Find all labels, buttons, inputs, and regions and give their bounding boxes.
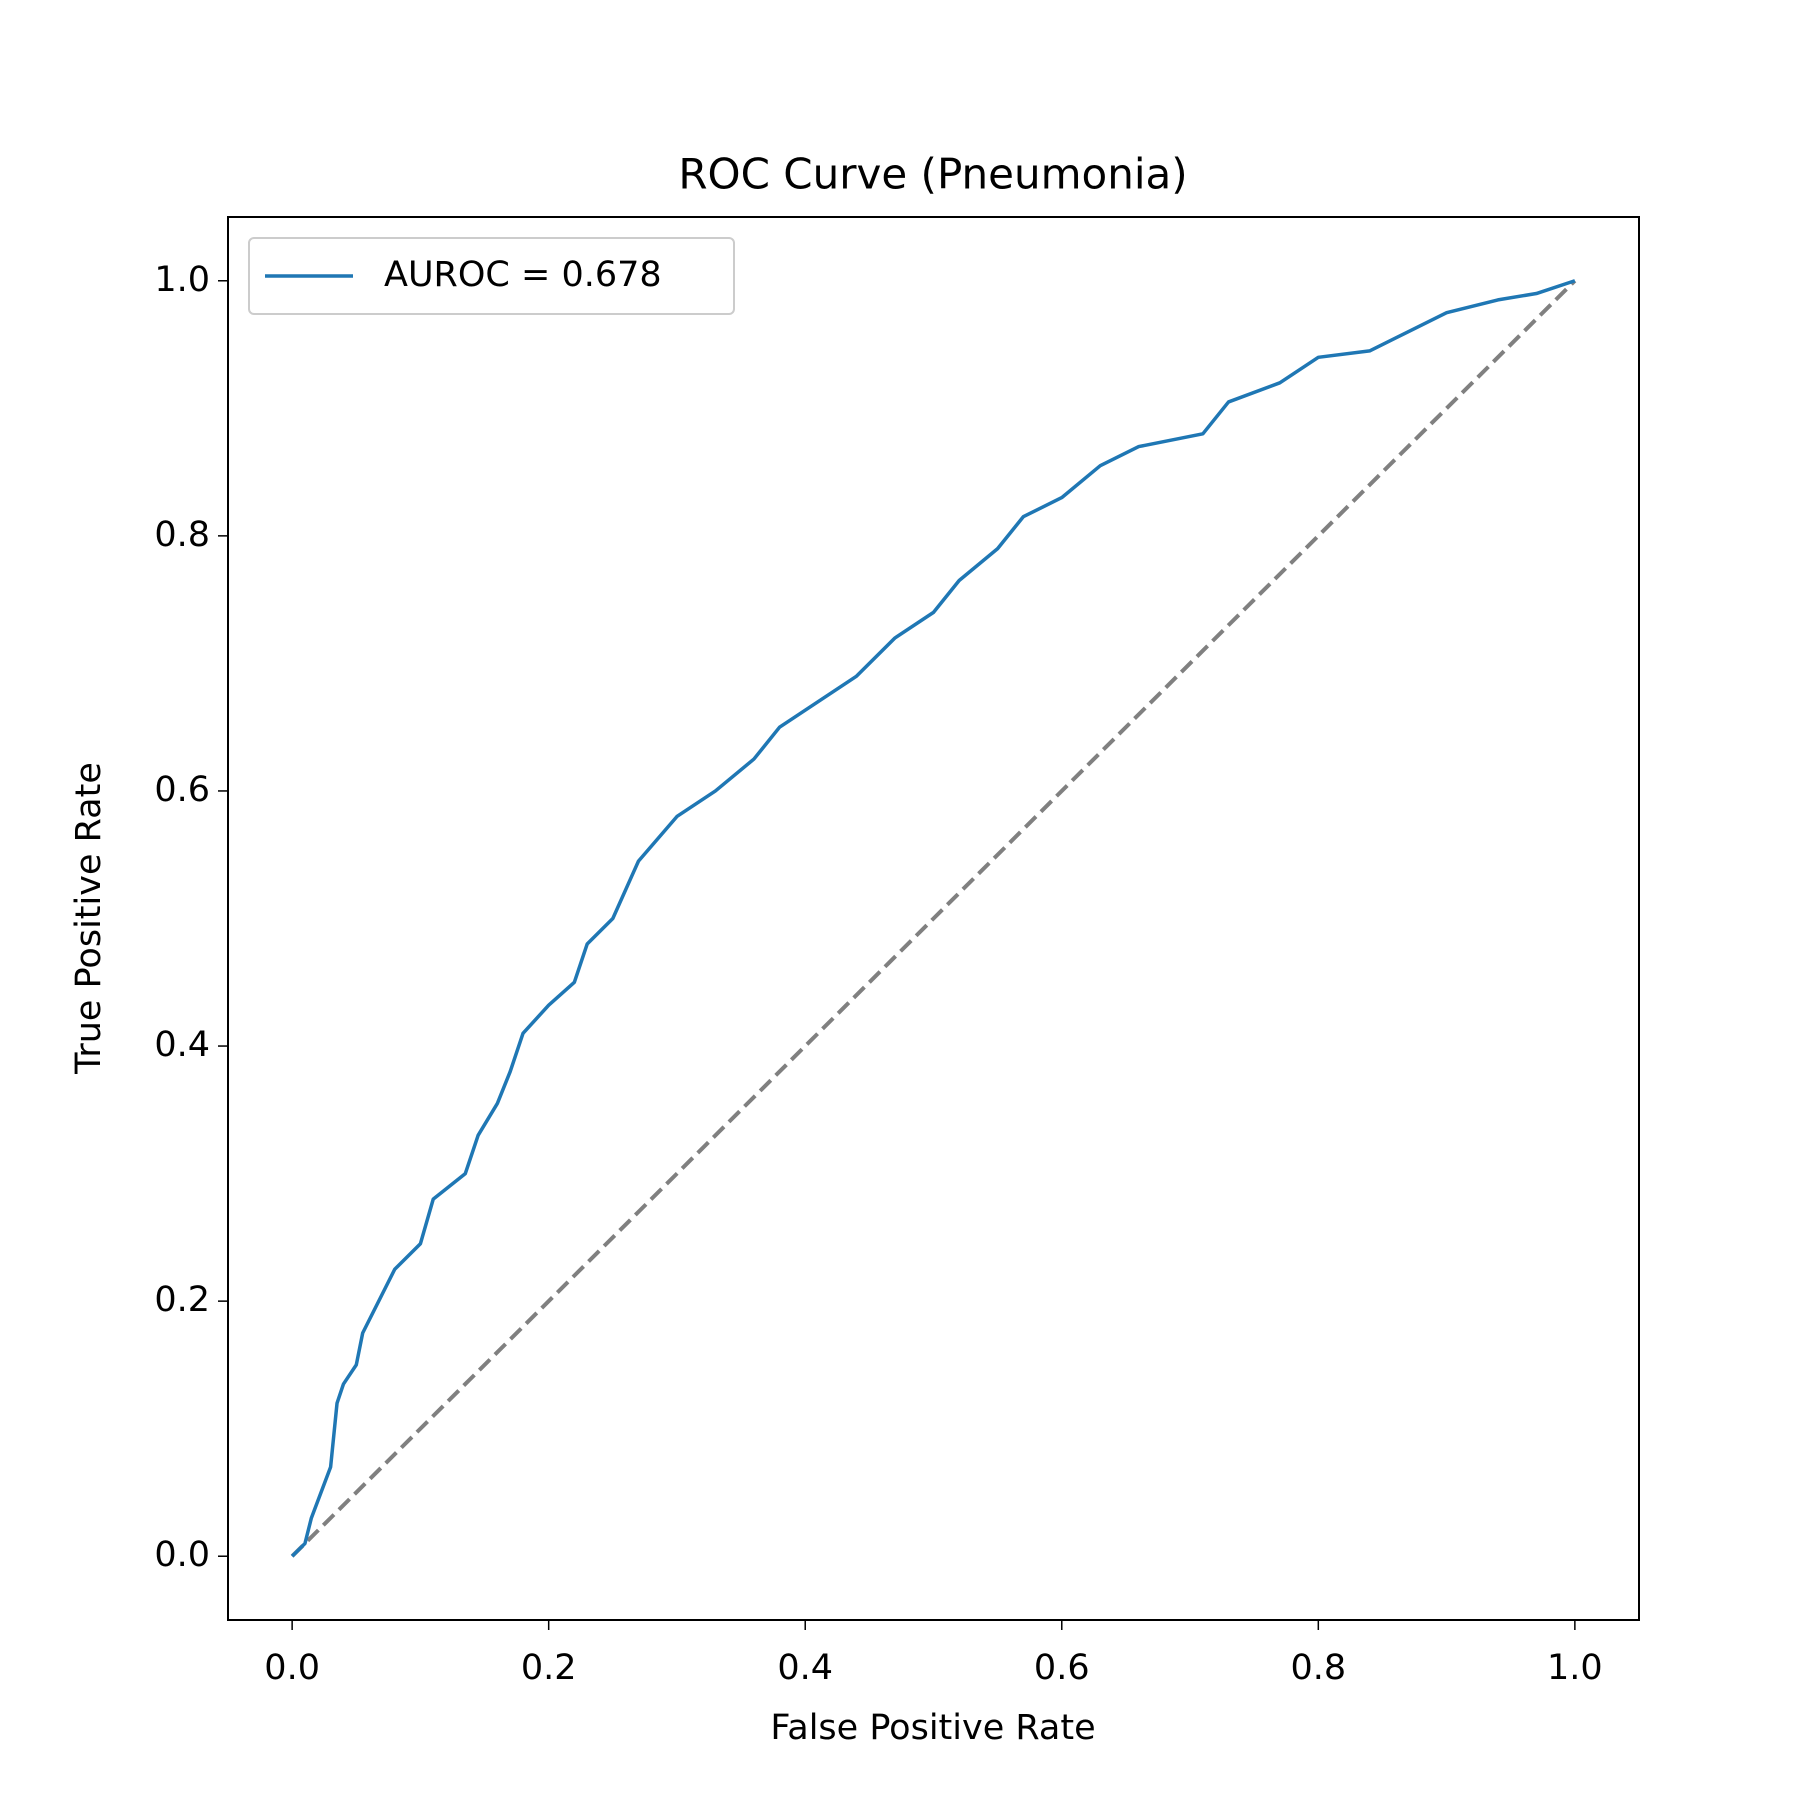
legend-box: [248, 237, 735, 315]
plot-frame: [227, 216, 1640, 1621]
x-tick-label: 1.0: [1547, 1648, 1603, 1688]
chart-title: ROC Curve (Pneumonia): [678, 150, 1187, 199]
x-tick-label: 0.2: [521, 1648, 577, 1688]
x-tick-label: 0.8: [1290, 1648, 1346, 1688]
y-tick-label: 0.2: [154, 1280, 210, 1320]
x-axis-label: False Positive Rate: [770, 1708, 1095, 1748]
y-tick-label: 0.4: [154, 1025, 210, 1065]
x-tick-label: 0.6: [1034, 1648, 1090, 1688]
legend-label: AUROC = 0.678: [384, 255, 662, 295]
x-tick-label: 0.4: [777, 1648, 833, 1688]
y-tick-label: 1.0: [154, 260, 210, 300]
x-tick-label: 0.0: [264, 1648, 320, 1688]
roc-line: [290, 279, 1576, 1558]
y-tick-label: 0.8: [154, 515, 210, 555]
y-tick-label: 0.6: [154, 770, 210, 810]
y-tick-label: 0.0: [154, 1535, 210, 1575]
y-axis-label: True Positive Rate: [69, 762, 109, 1075]
reference-line: [290, 279, 1577, 1558]
